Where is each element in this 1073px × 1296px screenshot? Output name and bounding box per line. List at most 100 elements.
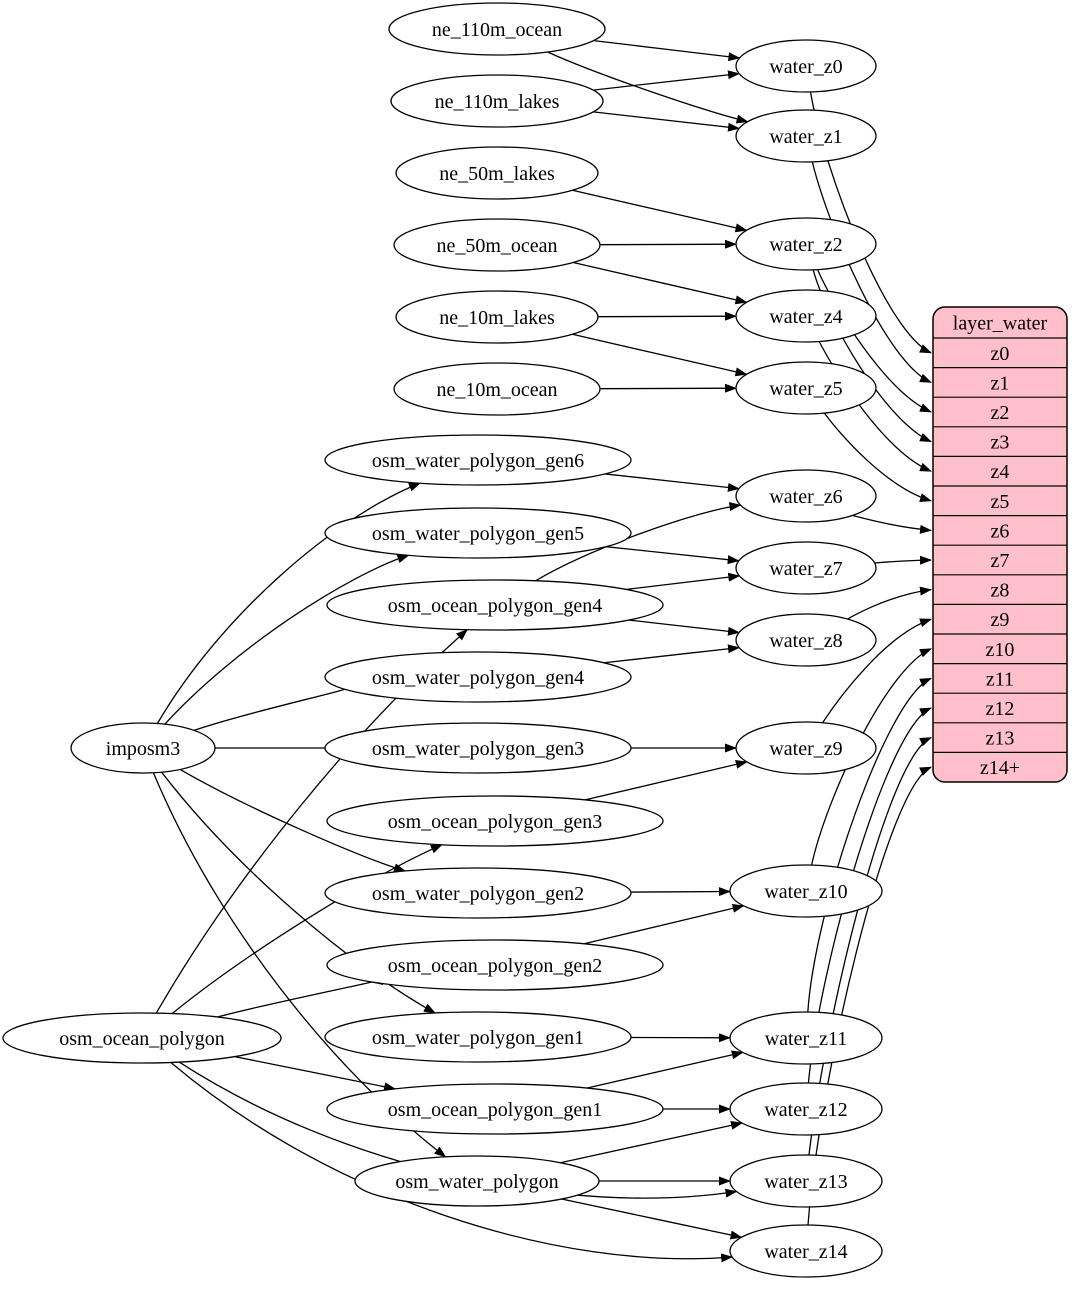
node-water_z2: water_z2 xyxy=(735,217,877,271)
node-shape-ne_10m_lakes xyxy=(395,290,599,344)
edge-imposm3-to-osm_water_polygon_gen1 xyxy=(161,771,436,1014)
node-label-water_z2: water_z2 xyxy=(769,234,842,256)
node-osm_water_polygon_gen1: osm_water_polygon_gen1 xyxy=(324,1011,632,1063)
edge-water_z5-to-layer_water-z5 xyxy=(823,412,932,502)
edge-ne_50m_ocean-to-water_z4 xyxy=(573,261,748,305)
node-shape-osm_water_polygon_gen6 xyxy=(324,434,632,486)
edge-ne_50m_lakes-to-water_z2 xyxy=(572,189,748,233)
node-osm_ocean_polygon_gen2: osm_ocean_polygon_gen2 xyxy=(326,939,664,991)
edge-ne_110m_ocean-to-water_z0 xyxy=(593,39,741,62)
node-shape-ne_10m_ocean xyxy=(393,362,601,416)
node-ne_110m_ocean: ne_110m_ocean xyxy=(388,2,606,56)
node-label-osm_water_polygon_gen3: osm_water_polygon_gen3 xyxy=(372,738,584,760)
node-water_z7: water_z7 xyxy=(735,541,877,595)
node-shape-ne_50m_lakes xyxy=(395,146,599,200)
node-water_z9: water_z9 xyxy=(735,721,877,775)
node-shape-imposm3 xyxy=(70,722,216,774)
node-osm_ocean_polygon_gen1: osm_ocean_polygon_gen1 xyxy=(326,1083,664,1135)
node-water_z11: water_z11 xyxy=(729,1011,883,1065)
node-label-osm_ocean_polygon_gen3: osm_ocean_polygon_gen3 xyxy=(388,811,602,833)
node-ne_10m_ocean: ne_10m_ocean xyxy=(393,362,601,416)
node-label-water_z12: water_z12 xyxy=(764,1099,847,1121)
node-shape-water_z12 xyxy=(729,1082,883,1136)
node-shape-ne_50m_ocean xyxy=(393,218,601,272)
record-row-z5: z5 xyxy=(991,491,1010,513)
node-label-water_z1: water_z1 xyxy=(769,126,842,148)
node-osm_water_polygon_gen2: osm_water_polygon_gen2 xyxy=(324,867,632,919)
record-layer-water: layer_water z0 z1 z2 z3 z4 z5 z6 z7 z8 z9 z10 z11 z12… xyxy=(932,306,1068,783)
node-shape-water_z14 xyxy=(729,1224,883,1278)
node-label-water_z8: water_z8 xyxy=(769,630,842,652)
edge-water_z1-to-layer_water-z1 xyxy=(811,161,932,383)
edge-osm_ocean_polygon-to-osm_ocean_polygon_gen2 xyxy=(217,976,384,1018)
node-label-osm_water_polygon_gen4: osm_water_polygon_gen4 xyxy=(372,667,584,689)
node-label-water_z13: water_z13 xyxy=(764,1171,847,1193)
edge-ne_10m_ocean-to-water_z5 xyxy=(599,383,737,393)
node-label-osm_ocean_polygon_gen2: osm_ocean_polygon_gen2 xyxy=(388,955,602,977)
node-label-water_z7: water_z7 xyxy=(769,558,842,580)
node-shape-osm_ocean_polygon_gen1 xyxy=(326,1083,664,1135)
node-shape-water_z1 xyxy=(735,109,877,163)
node-water_z10: water_z10 xyxy=(729,864,883,918)
edge-ne_50m_ocean-to-water_z2 xyxy=(599,239,737,249)
edge-osm_ocean_polygon-to-osm_ocean_polygon_gen3 xyxy=(171,844,443,1015)
edge-ne_10m_lakes-to-water_z4 xyxy=(597,311,737,321)
node-shape-water_z2 xyxy=(735,217,877,271)
edge-osm_ocean_polygon_gen1-to-water_z11 xyxy=(586,1050,744,1089)
record-row-z7: z7 xyxy=(991,550,1010,572)
record-row-z1: z1 xyxy=(991,372,1010,394)
record-row-z2: z2 xyxy=(991,402,1010,424)
edge-osm_water_polygon-to-water_z12 xyxy=(560,1120,743,1164)
node-label-water_z0: water_z0 xyxy=(769,56,842,78)
node-label-ne_50m_lakes: ne_50m_lakes xyxy=(439,163,555,185)
node-ne_110m_lakes: ne_110m_lakes xyxy=(390,74,604,128)
node-shape-osm_water_polygon xyxy=(354,1155,600,1207)
node-label-ne_110m_lakes: ne_110m_lakes xyxy=(435,91,560,113)
node-label-osm_water_polygon_gen1: osm_water_polygon_gen1 xyxy=(372,1027,584,1049)
node-osm_water_polygon: osm_water_polygon xyxy=(354,1155,600,1207)
node-label-water_z9: water_z9 xyxy=(769,738,842,760)
node-label-water_z5: water_z5 xyxy=(769,378,842,400)
edge-imposm3-to-osm_water_polygon_gen6 xyxy=(156,482,421,724)
node-shape-water_z10 xyxy=(729,864,883,918)
node-shape-osm_water_polygon_gen1 xyxy=(324,1011,632,1063)
edge-ne_10m_lakes-to-water_z5 xyxy=(572,333,748,377)
edge-osm_water_polygon-to-water_z14 xyxy=(561,1198,743,1240)
record-row-z9: z9 xyxy=(991,609,1010,631)
record-row-z14+: z14+ xyxy=(980,757,1020,779)
node-label-osm_water_polygon_gen5: osm_water_polygon_gen5 xyxy=(372,523,584,545)
node-ne_10m_lakes: ne_10m_lakes xyxy=(395,290,599,344)
edge-water_z8-to-layer_water-z8 xyxy=(846,586,932,620)
node-water_z6: water_z6 xyxy=(735,469,877,523)
record-row-z4: z4 xyxy=(991,461,1010,483)
node-shape-ne_110m_lakes xyxy=(390,74,604,128)
edge-imposm3-to-osm_water_polygon_gen2 xyxy=(179,768,407,873)
node-shape-ne_110m_ocean xyxy=(388,2,606,56)
node-label-ne_50m_ocean: ne_50m_ocean xyxy=(436,235,557,257)
record-row-z8: z8 xyxy=(991,580,1010,602)
record-row-z13: z13 xyxy=(986,728,1015,750)
node-label-water_z14: water_z14 xyxy=(764,1241,847,1263)
edge-osm_ocean_polygon_gen3-to-water_z9 xyxy=(584,760,748,801)
node-shape-water_z9 xyxy=(735,721,877,775)
node-shape-osm_ocean_polygon_gen3 xyxy=(326,795,664,847)
node-shape-water_z6 xyxy=(735,469,877,523)
node-osm_water_polygon_gen6: osm_water_polygon_gen6 xyxy=(324,434,632,486)
node-label-ne_10m_lakes: ne_10m_lakes xyxy=(439,307,555,329)
node-label-osm_ocean_polygon: osm_ocean_polygon xyxy=(59,1028,225,1050)
node-osm_ocean_polygon: osm_ocean_polygon xyxy=(2,1012,282,1064)
node-label-osm_ocean_polygon_gen1: osm_ocean_polygon_gen1 xyxy=(388,1099,602,1121)
record-row-z11: z11 xyxy=(986,668,1014,690)
node-label-water_z11: water_z11 xyxy=(765,1028,848,1050)
edge-water_z11-to-layer_water-z11 xyxy=(807,677,932,1013)
node-label-osm_water_polygon_gen6: osm_water_polygon_gen6 xyxy=(372,450,584,472)
node-ne_50m_ocean: ne_50m_ocean xyxy=(393,218,601,272)
record-row-z6: z6 xyxy=(991,520,1010,542)
node-water_z13: water_z13 xyxy=(729,1154,883,1208)
graph-nodes: ne_110m_ocean ne_110m_lakes ne_50m_lakesne… xyxy=(2,2,883,1278)
node-shape-water_z5 xyxy=(735,361,877,415)
edge-imposm3-to-osm_water_polygon_gen5 xyxy=(164,554,410,725)
node-osm_ocean_polygon_gen3: osm_ocean_polygon_gen3 xyxy=(326,795,664,847)
node-shape-osm_water_polygon_gen3 xyxy=(324,722,632,774)
